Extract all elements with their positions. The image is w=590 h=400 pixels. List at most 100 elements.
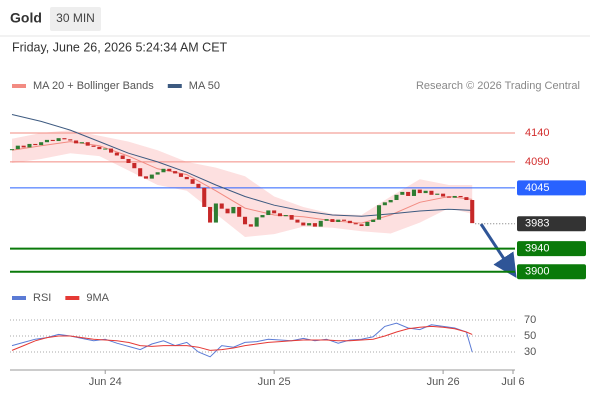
candle xyxy=(417,189,422,194)
candle xyxy=(371,219,376,222)
indicator-line xyxy=(11,322,473,358)
timestamp: Friday, June 26, 2026 5:24:34 AM CET xyxy=(12,40,228,54)
level-label: 3900 xyxy=(525,266,549,278)
y-tick-label: 30 xyxy=(524,346,536,358)
candle xyxy=(266,210,271,216)
x-tick-label: Jun 25 xyxy=(258,376,291,388)
candle xyxy=(56,138,61,142)
candle xyxy=(178,173,183,177)
candle xyxy=(248,224,253,227)
candle xyxy=(237,206,242,217)
candle xyxy=(307,223,312,226)
level-label: 4090 xyxy=(525,156,549,168)
interval[interactable]: 30 MIN xyxy=(56,11,95,25)
candle xyxy=(324,219,329,221)
candle xyxy=(242,216,248,225)
forecast-arrow xyxy=(479,223,517,279)
candle xyxy=(15,145,20,150)
candle xyxy=(277,213,283,217)
candle xyxy=(68,139,73,141)
candle xyxy=(108,148,114,153)
legend-label: RSI xyxy=(33,292,51,304)
candle xyxy=(27,143,32,148)
candle xyxy=(190,179,195,184)
candle xyxy=(149,174,154,179)
candle xyxy=(423,190,428,194)
candle xyxy=(394,194,399,201)
candle xyxy=(464,197,469,201)
candle xyxy=(283,215,288,217)
legend-label: MA 50 xyxy=(189,80,220,92)
candle xyxy=(231,206,236,214)
candle xyxy=(254,217,259,227)
candle xyxy=(446,196,451,198)
candle xyxy=(312,223,317,227)
candle xyxy=(196,183,201,188)
candle xyxy=(79,142,84,144)
candle xyxy=(97,146,102,150)
candle xyxy=(39,142,44,146)
candle xyxy=(9,149,15,151)
candle xyxy=(202,187,207,207)
y-tick-label: 50 xyxy=(524,330,536,342)
candle xyxy=(260,215,265,218)
candle xyxy=(167,168,172,172)
candle xyxy=(458,195,463,198)
legend-label: 9MA xyxy=(86,292,109,304)
candle xyxy=(155,172,160,175)
candle xyxy=(330,219,335,222)
candle xyxy=(213,203,218,223)
candle xyxy=(388,200,393,203)
candle xyxy=(120,155,125,159)
level-label: 3983 xyxy=(525,218,549,230)
candle xyxy=(400,191,405,195)
candle xyxy=(74,140,79,144)
candle xyxy=(429,190,434,195)
candle xyxy=(272,210,277,214)
candle xyxy=(132,163,137,169)
candle xyxy=(347,220,352,224)
candle xyxy=(208,206,213,223)
candle xyxy=(143,176,149,179)
candle xyxy=(365,221,370,227)
x-tick-label: Jul 6 xyxy=(501,376,524,388)
candle xyxy=(353,223,358,225)
candle xyxy=(411,189,417,196)
candle xyxy=(50,139,55,142)
indicator-line xyxy=(11,325,473,351)
level-label: 4045 xyxy=(525,182,549,194)
candle xyxy=(336,219,341,222)
bollinger-band xyxy=(12,130,473,237)
legend-label: MA 20 + Bollinger Bands xyxy=(33,80,154,92)
copyright: Research © 2026 Trading Central xyxy=(416,80,580,92)
candle xyxy=(126,158,131,164)
candle xyxy=(21,145,26,148)
candle xyxy=(441,193,446,197)
level-box xyxy=(517,180,586,196)
candle xyxy=(470,200,475,224)
candle xyxy=(103,148,108,150)
candle xyxy=(219,203,224,209)
x-tick-label: Jun 26 xyxy=(427,376,460,388)
moving-average-line xyxy=(11,114,473,217)
candle xyxy=(289,215,294,220)
candle xyxy=(295,219,300,223)
level-box xyxy=(517,264,586,280)
level-box xyxy=(517,216,586,232)
candle xyxy=(138,168,143,177)
symbol: Gold xyxy=(10,10,42,26)
candle xyxy=(342,219,347,221)
candle xyxy=(435,193,440,195)
candle xyxy=(173,171,178,174)
candle xyxy=(359,224,364,227)
candle xyxy=(406,191,411,196)
level-label: 3940 xyxy=(525,242,549,254)
candle xyxy=(382,202,387,206)
y-tick-label: 70 xyxy=(524,314,536,326)
interval-badge[interactable] xyxy=(50,7,101,31)
level-box xyxy=(517,241,586,257)
candle xyxy=(376,205,382,220)
candle xyxy=(33,143,38,146)
